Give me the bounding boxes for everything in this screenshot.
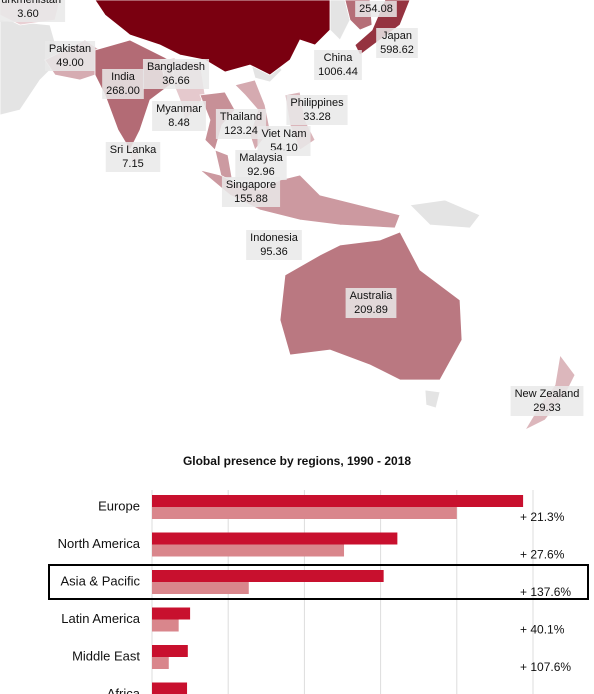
country-label: 254.08: [355, 1, 397, 17]
country-label: New Zealand 29.33: [510, 386, 584, 416]
category-label: Europe: [98, 498, 140, 513]
country-value: 123.24: [224, 125, 258, 137]
country-name: New Zealand: [515, 388, 580, 400]
country-name: Japan: [382, 30, 412, 42]
country-name: Australia: [350, 290, 394, 302]
bar-chart: Global presence by regions, 1990 - 2018 …: [48, 454, 589, 694]
country-value: 1006.44: [318, 66, 358, 78]
highlight-box: [48, 564, 589, 600]
label-background: [345, 288, 397, 318]
category-label: Latin America: [61, 611, 141, 626]
label-background: [286, 95, 348, 125]
country-value: 7.15: [122, 158, 143, 170]
country-label: India 268.00: [102, 69, 144, 99]
land: [409, 199, 481, 229]
label-background: [142, 59, 210, 89]
country: [94, 0, 331, 76]
label-background: [0, 0, 66, 22]
country-name: Sri Lanka: [110, 144, 157, 156]
country-label: Japan 598.62: [376, 28, 418, 58]
label-background: [44, 41, 96, 71]
country-label: Myanmar 8.48: [152, 101, 206, 131]
bar: [152, 607, 191, 620]
map: Turkmenistan 3.60 Pakistan 49.00 India 268.00…: [0, 0, 584, 431]
country-value: 33.28: [303, 111, 331, 123]
country-value: 36.66: [162, 75, 190, 87]
category-label: Asia & Pacific: [61, 573, 141, 588]
label-background: [246, 230, 302, 260]
country-name: Myanmar: [156, 103, 202, 115]
country-name: Thailand: [220, 111, 262, 123]
bar: [152, 682, 188, 694]
country-name: Malaysia: [239, 152, 283, 164]
category-label: North America: [58, 536, 141, 551]
country-label: China 1006.44: [314, 50, 362, 80]
change-label: + 137.6%: [520, 585, 571, 599]
country-value: 598.62: [380, 44, 414, 56]
label-background: [376, 28, 418, 58]
change-label: + 27.6%: [520, 548, 565, 562]
country-name: China: [324, 52, 354, 64]
country-label: Sri Lanka 7.15: [105, 142, 161, 172]
country-label: Philippines 33.28: [286, 95, 348, 125]
country-value: 3.60: [17, 8, 38, 20]
change-label: + 21.3%: [520, 510, 565, 524]
label-background: [221, 177, 281, 207]
bar: [152, 645, 188, 657]
land: [424, 389, 441, 409]
bar: [152, 570, 384, 582]
country-value: 95.36: [260, 246, 288, 258]
country-label: Singapore 155.88: [221, 177, 281, 207]
country-label: Bangladesh 36.66: [142, 59, 210, 89]
country-value: 49.00: [56, 57, 84, 69]
label-background: [235, 150, 287, 180]
change-label: + 107.6%: [520, 660, 571, 674]
country-label: Malaysia 92.96: [235, 150, 287, 180]
country-value: 254.08: [359, 3, 393, 15]
country-value: 29.33: [533, 402, 561, 414]
country-name: Viet Nam: [261, 128, 306, 140]
label-background: [314, 50, 362, 80]
label-background: [355, 1, 397, 17]
country-name: Turkmenistan: [0, 0, 61, 6]
country-value: 155.88: [234, 193, 268, 205]
country-label: Australia 209.89: [345, 288, 397, 318]
country-name: Pakistan: [49, 43, 91, 55]
country-value: 268.00: [106, 85, 140, 97]
change-label: + 40.1%: [520, 623, 565, 637]
bar: [152, 532, 398, 545]
country-name: Bangladesh: [147, 61, 205, 73]
label-background: [102, 69, 144, 99]
bar: [152, 544, 345, 557]
bar: [152, 619, 179, 632]
bar: [152, 495, 524, 507]
bar: [152, 507, 457, 519]
label-background: [510, 386, 584, 416]
country-value: 92.96: [247, 166, 275, 178]
country-name: Philippines: [290, 97, 344, 109]
label-background: [152, 101, 206, 131]
bar: [152, 582, 249, 594]
category-label: Africa: [107, 686, 141, 694]
country-value: 209.89: [354, 304, 388, 316]
chart-title: Global presence by regions, 1990 - 2018: [183, 454, 411, 468]
country-name: Singapore: [226, 179, 276, 191]
country-label: Indonesia 95.36: [246, 230, 302, 260]
category-label: Middle East: [72, 648, 140, 663]
bar: [152, 657, 169, 669]
country-value: 8.48: [168, 117, 189, 129]
country-label: Pakistan 49.00: [44, 41, 96, 71]
country-label: Turkmenistan 3.60: [0, 0, 66, 22]
label-background: [105, 142, 161, 172]
country-name: India: [111, 71, 136, 83]
country-name: Indonesia: [250, 232, 299, 244]
